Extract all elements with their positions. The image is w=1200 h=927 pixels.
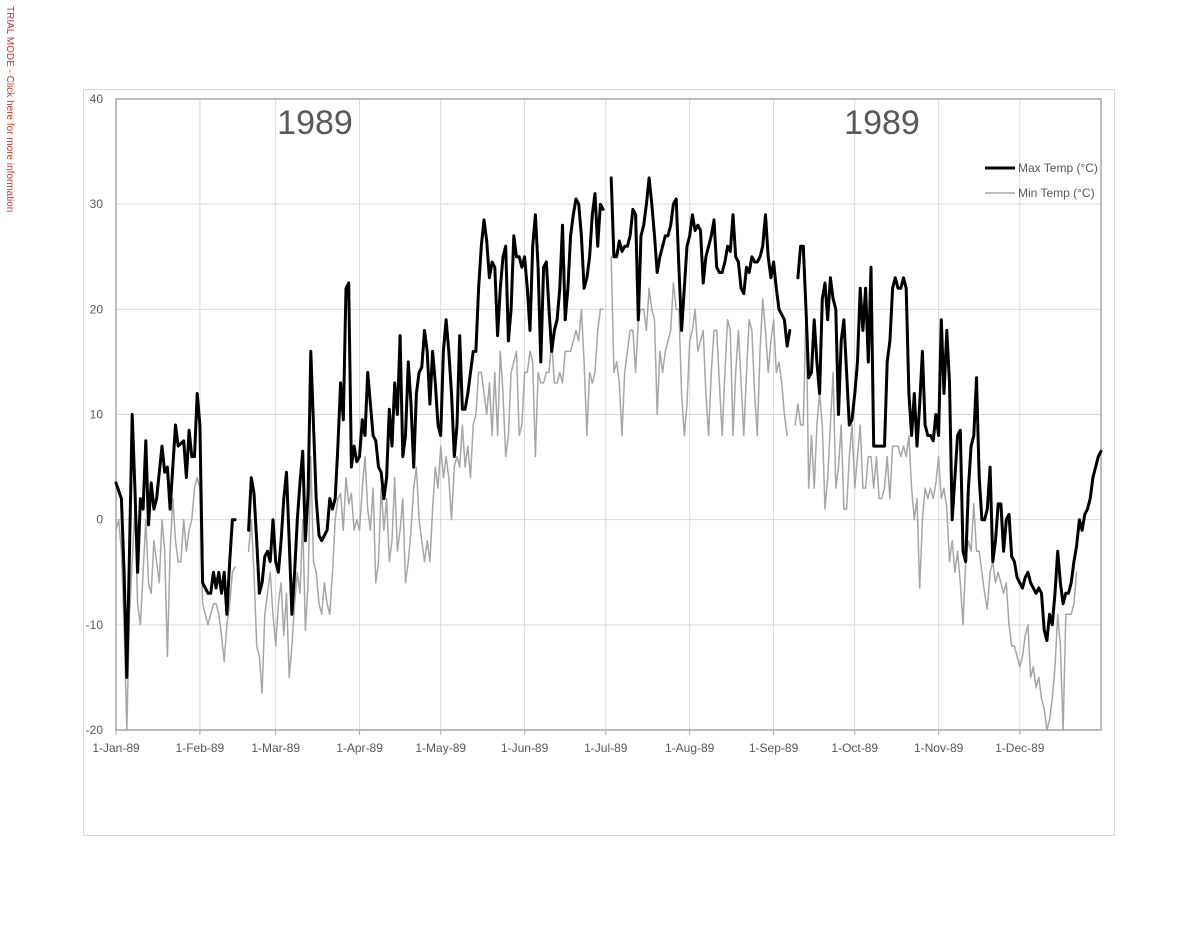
y-tick-label: -10 — [86, 618, 104, 632]
x-tick-label: 1-Feb-89 — [176, 741, 225, 755]
year-annotation-left: 1989 — [277, 104, 353, 142]
series-line-min-temp — [115, 256, 1078, 731]
y-axis-ticks: -20 -10 0 10 20 30 40 — [86, 92, 104, 737]
y-tick-label: 40 — [90, 92, 104, 106]
y-tick-label: 20 — [90, 302, 104, 316]
x-tick-label: 1-May-89 — [415, 741, 466, 755]
x-tick-label: 1-Jul-89 — [584, 741, 628, 755]
chart-area-frame — [83, 89, 1115, 836]
y-tick-label: -20 — [86, 723, 104, 737]
y-tick-label: 10 — [90, 408, 104, 422]
series-line-max-temp — [114, 176, 1103, 679]
trial-mode-banner[interactable]: TRIAL MODE - Click here for more informa… — [4, 6, 15, 213]
plot-area-border — [115, 98, 1102, 731]
series-lines — [114, 176, 1103, 731]
x-tick-label: 1-Aug-89 — [665, 741, 715, 755]
y-tick-label: 0 — [96, 513, 103, 527]
x-tick-label: 1-Oct-89 — [831, 741, 878, 755]
x-tick-label: 1-Dec-89 — [995, 741, 1045, 755]
legend-label-min: Min Temp (°C) — [1018, 186, 1095, 200]
x-tick-label: 1-Jun-89 — [501, 741, 549, 755]
x-tick-label: 1-Mar-89 — [251, 741, 300, 755]
x-tick-label: 1-Apr-89 — [336, 741, 383, 755]
x-tick-label: 1-Nov-89 — [914, 741, 964, 755]
y-tick-label: 30 — [90, 197, 104, 211]
legend: Max Temp (°C) Min Temp (°C) — [985, 161, 1098, 200]
plot-border — [115, 98, 1102, 731]
x-axis-ticks: 1-Jan-89 1-Feb-89 1-Mar-89 1-Apr-89 1-May-89… — [92, 730, 1045, 755]
x-tick-label: 1-Jan-89 — [92, 741, 140, 755]
year-annotation-right: 1989 — [844, 104, 920, 142]
legend-label-max: Max Temp (°C) — [1018, 161, 1098, 175]
x-tick-label: 1-Sep-89 — [749, 741, 799, 755]
